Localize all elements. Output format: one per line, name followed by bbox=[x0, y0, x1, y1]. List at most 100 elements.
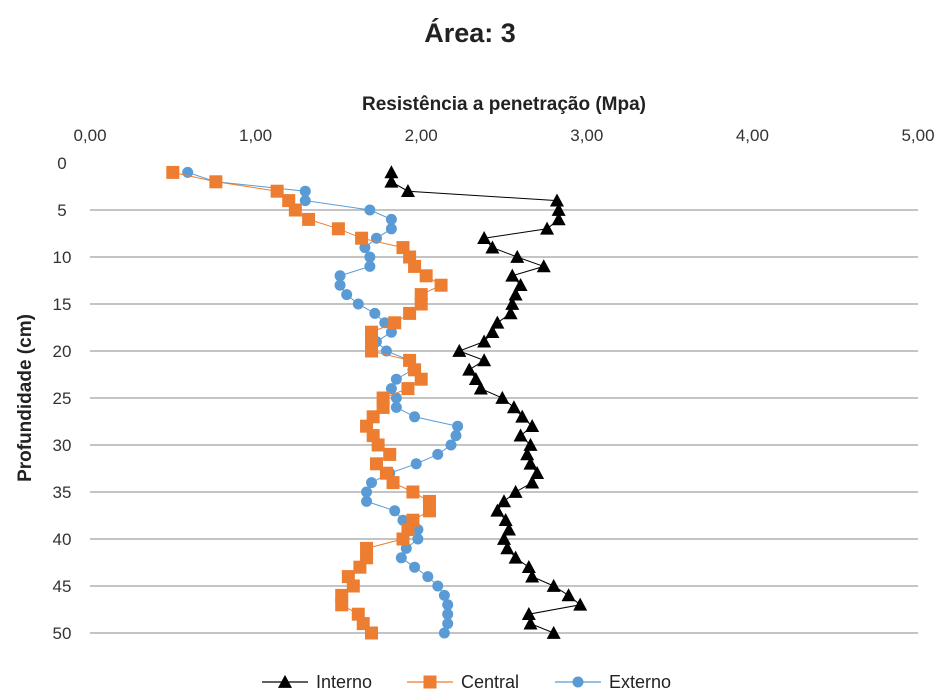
data-point-interno bbox=[536, 259, 551, 273]
data-point-central bbox=[403, 306, 417, 320]
grid bbox=[90, 209, 918, 634]
data-point-interno bbox=[490, 503, 505, 517]
data-point-externo bbox=[438, 589, 450, 601]
data-point-externo bbox=[334, 270, 346, 282]
data-point-interno bbox=[384, 174, 399, 188]
data-point-central bbox=[365, 626, 379, 640]
data-point-central bbox=[166, 165, 180, 179]
y-tick-label: 35 bbox=[53, 483, 72, 502]
data-point-externo bbox=[364, 260, 376, 272]
x-tick-label: 4,00 bbox=[736, 126, 769, 145]
data-point-interno bbox=[477, 231, 492, 245]
chart-title: Área: 3 bbox=[424, 17, 516, 48]
data-point-externo bbox=[361, 495, 373, 507]
legend-label: Central bbox=[461, 672, 519, 691]
data-point-externo bbox=[369, 307, 381, 319]
data-point-interno bbox=[523, 456, 538, 470]
data-point-externo bbox=[438, 627, 450, 639]
data-point-interno bbox=[508, 550, 523, 564]
data-point-interno bbox=[530, 466, 545, 480]
legend-label: Interno bbox=[316, 672, 372, 691]
data-point-central bbox=[422, 504, 436, 518]
data-point-central bbox=[355, 231, 369, 245]
data-point-central bbox=[331, 222, 345, 236]
data-point-central bbox=[270, 184, 284, 198]
data-point-central bbox=[419, 269, 433, 283]
x-tick-label: 5,00 bbox=[901, 126, 934, 145]
y-tick-label: 15 bbox=[53, 295, 72, 314]
data-point-externo bbox=[299, 195, 311, 207]
y-axis-title: Profundidade (cm) bbox=[15, 314, 36, 482]
data-point-interno bbox=[573, 597, 588, 611]
data-point-externo bbox=[412, 533, 424, 545]
data-point-interno bbox=[400, 184, 415, 198]
data-point-central bbox=[388, 316, 402, 330]
data-point-externo bbox=[397, 514, 409, 526]
data-point-interno bbox=[501, 522, 516, 536]
data-point-interno bbox=[551, 212, 566, 226]
data-point-interno bbox=[513, 278, 528, 292]
data-point-central bbox=[209, 175, 223, 189]
series-interno bbox=[384, 165, 588, 639]
y-tick-label: 45 bbox=[53, 577, 72, 596]
data-point-interno bbox=[508, 484, 523, 498]
data-point-interno bbox=[452, 343, 467, 357]
data-point-interno bbox=[477, 353, 492, 367]
data-point-central bbox=[288, 203, 302, 217]
legend-marker bbox=[278, 674, 292, 688]
data-point-externo bbox=[352, 298, 364, 310]
data-point-externo bbox=[361, 486, 373, 498]
legend: Interno Central Externo bbox=[262, 672, 671, 691]
data-point-central bbox=[414, 372, 428, 386]
x-tick-label: 2,00 bbox=[405, 126, 438, 145]
legend-item-interno: Interno bbox=[262, 672, 372, 691]
data-point-externo bbox=[385, 326, 397, 338]
y-tick-label: 10 bbox=[53, 248, 72, 267]
y-tick-label: 5 bbox=[57, 201, 66, 220]
y-tick-label: 0 bbox=[57, 154, 66, 173]
data-point-central bbox=[369, 457, 383, 471]
data-point-interno bbox=[549, 193, 564, 207]
data-point-interno bbox=[546, 578, 561, 592]
data-point-externo bbox=[452, 420, 464, 432]
data-point-interno bbox=[551, 202, 566, 216]
data-point-interno bbox=[495, 390, 510, 404]
data-point-central bbox=[353, 560, 367, 574]
data-point-externo bbox=[422, 571, 434, 583]
y-axis-ticks: 0 5 10 15 20 25 30 35 40 45 50 bbox=[53, 154, 72, 643]
data-point-interno bbox=[485, 240, 500, 254]
x-axis-ticks: 0,00 1,00 2,00 3,00 4,00 5,00 bbox=[73, 126, 934, 145]
data-point-interno bbox=[540, 221, 555, 235]
legend-item-externo: Externo bbox=[555, 672, 671, 691]
data-point-interno bbox=[497, 494, 511, 508]
legend-item-central: Central bbox=[407, 672, 519, 691]
data-point-externo bbox=[385, 223, 397, 235]
data-point-externo bbox=[442, 608, 454, 620]
data-point-interno bbox=[525, 475, 540, 489]
data-point-central bbox=[371, 438, 385, 452]
data-point-externo bbox=[412, 524, 424, 536]
data-point-externo bbox=[341, 289, 353, 301]
data-point-externo bbox=[334, 279, 346, 291]
data-point-externo bbox=[299, 185, 311, 197]
y-tick-label: 25 bbox=[53, 389, 72, 408]
x-tick-label: 0,00 bbox=[73, 126, 106, 145]
data-point-interno bbox=[510, 249, 525, 263]
data-point-central bbox=[414, 297, 428, 311]
legend-label: Externo bbox=[609, 672, 671, 691]
data-point-interno bbox=[384, 165, 399, 179]
data-point-central bbox=[383, 447, 397, 461]
data-point-interno bbox=[525, 569, 540, 583]
data-point-interno bbox=[485, 325, 500, 339]
data-point-interno bbox=[506, 400, 521, 414]
data-point-externo bbox=[432, 580, 444, 592]
legend-marker bbox=[423, 675, 437, 689]
x-tick-label: 1,00 bbox=[239, 126, 272, 145]
data-point-externo bbox=[409, 561, 421, 573]
data-point-externo bbox=[385, 383, 397, 395]
data-point-interno bbox=[500, 541, 515, 555]
data-point-central bbox=[335, 598, 349, 612]
data-point-externo bbox=[409, 411, 421, 423]
data-point-interno bbox=[525, 419, 540, 433]
data-point-interno bbox=[473, 381, 488, 395]
